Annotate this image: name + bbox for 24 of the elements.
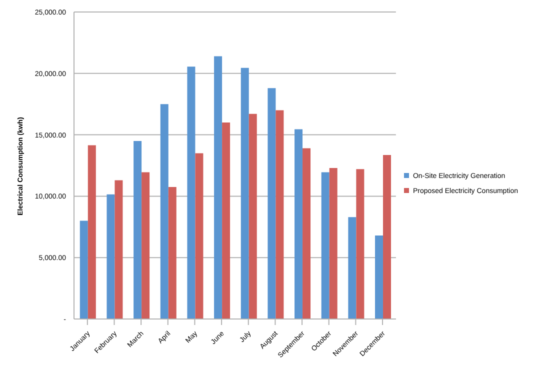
bar bbox=[375, 235, 384, 319]
bar bbox=[383, 155, 392, 319]
bar bbox=[214, 56, 222, 319]
bar bbox=[321, 172, 330, 319]
bar bbox=[142, 172, 150, 319]
bar bbox=[276, 110, 284, 319]
bar bbox=[240, 68, 249, 319]
bar bbox=[329, 168, 338, 319]
bar bbox=[302, 148, 311, 319]
bar bbox=[80, 220, 88, 319]
bar bbox=[294, 129, 303, 319]
bar bbox=[106, 194, 115, 319]
bar bbox=[114, 180, 123, 319]
bar bbox=[195, 153, 204, 319]
bar bbox=[88, 145, 96, 319]
bar bbox=[248, 114, 257, 319]
bar bbox=[168, 186, 176, 319]
bar bbox=[187, 66, 196, 319]
bar bbox=[356, 169, 364, 319]
bar bbox=[348, 217, 356, 319]
bar bbox=[134, 140, 142, 319]
bar bbox=[268, 88, 276, 319]
bar bbox=[222, 122, 230, 319]
bar bbox=[160, 104, 168, 319]
